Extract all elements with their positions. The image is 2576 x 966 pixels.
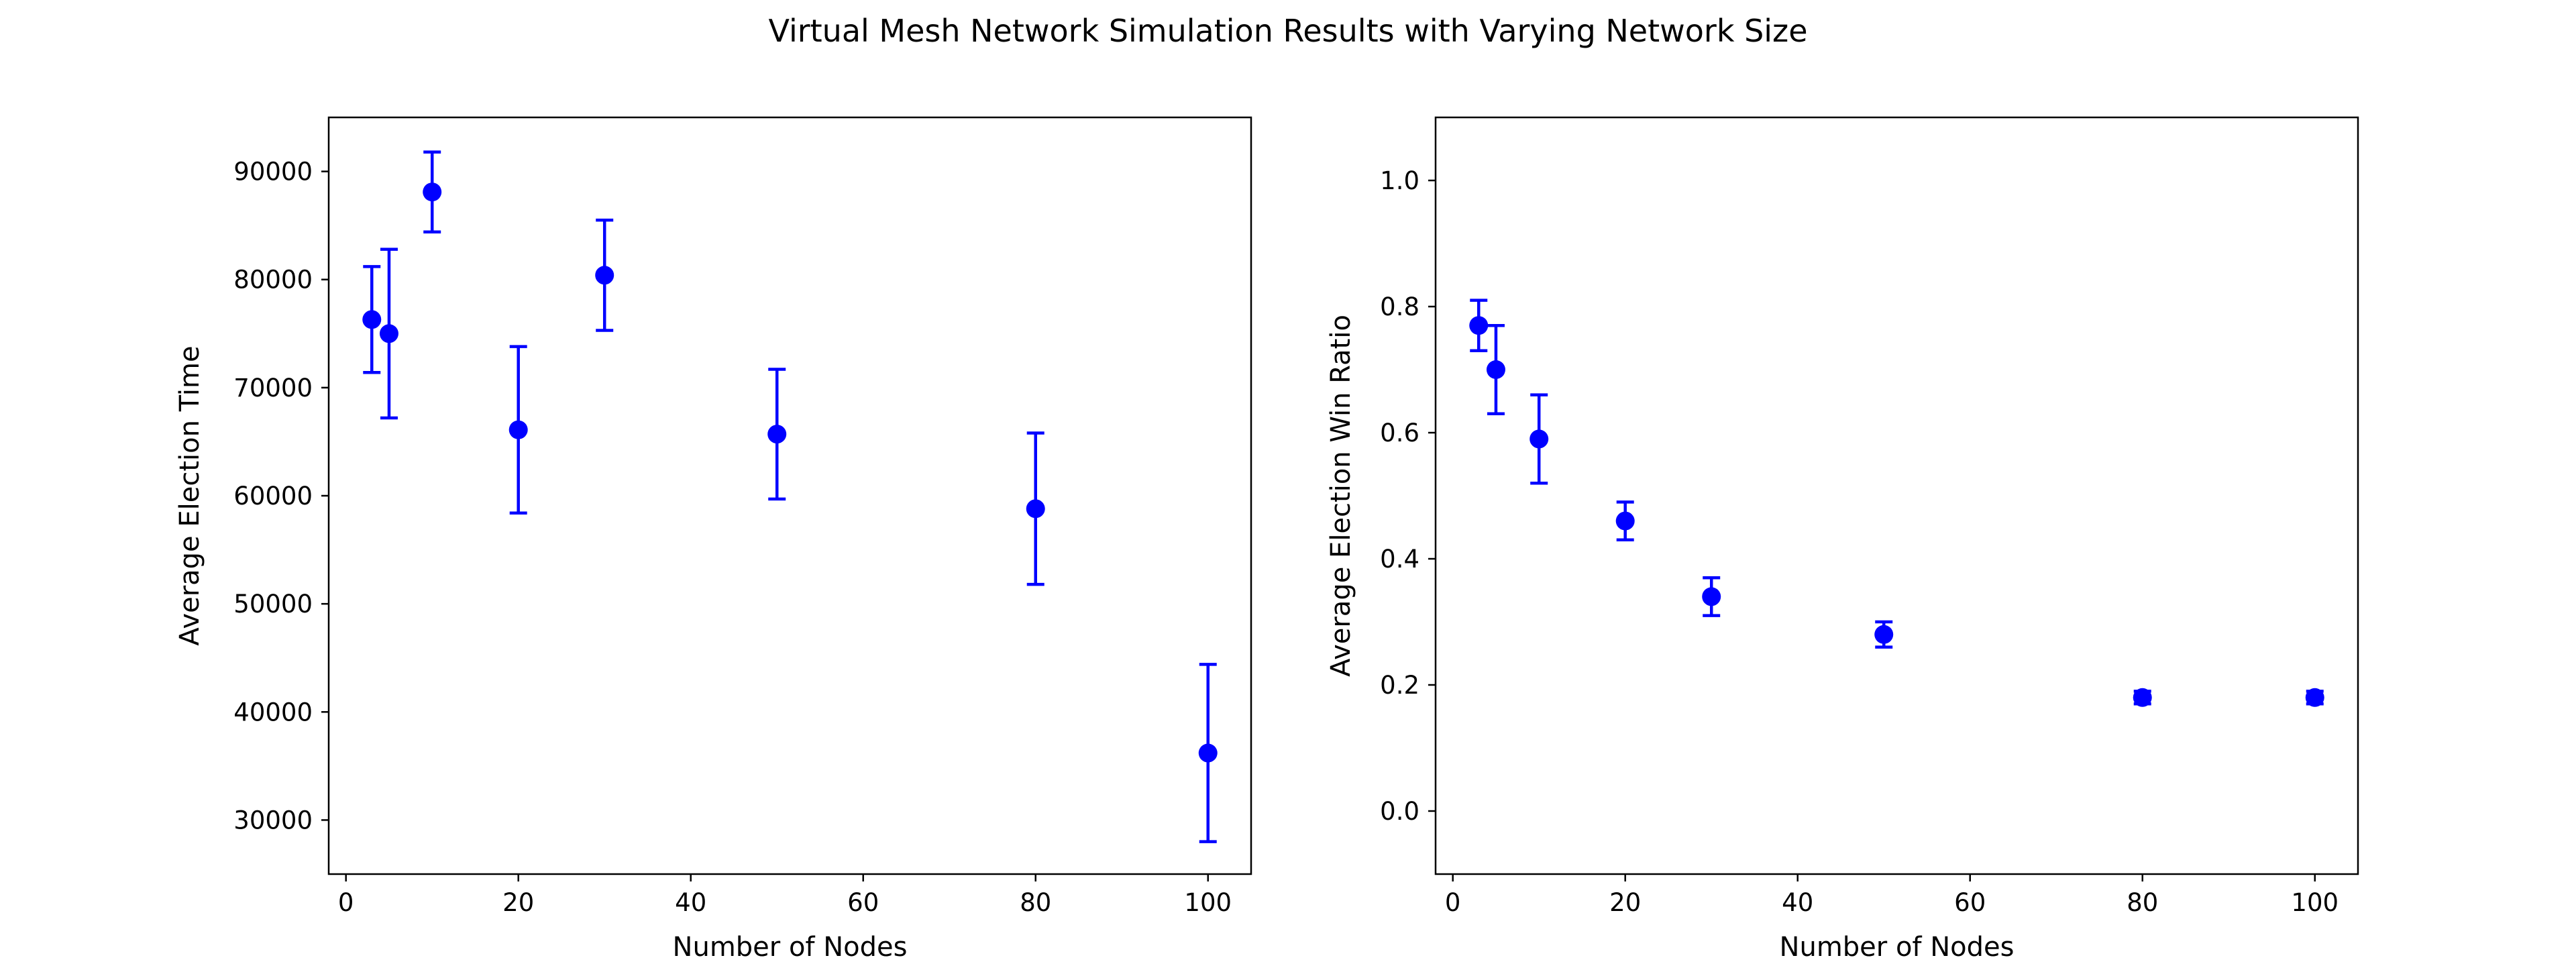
x-axis-label: Number of Nodes (1780, 932, 2015, 963)
x-tick-label: 100 (1184, 888, 1232, 917)
data-point (1469, 316, 1489, 335)
x-tick-label: 60 (847, 888, 879, 917)
y-tick-label: 40000 (233, 698, 313, 727)
y-tick-label: 0.2 (1380, 671, 1419, 700)
x-tick-label: 20 (1609, 888, 1641, 917)
plot-frame (327, 116, 1252, 875)
win-ratio-plot: 0 20 40 60 80 100 0.0 0.2 0.4 0.6 0.8 1.0 Number of … (1326, 116, 2359, 963)
x-tick-label: 40 (1782, 888, 1813, 917)
x-tick-label: 20 (502, 888, 534, 917)
x-tick-label: 100 (2291, 888, 2339, 917)
x-tick-label: 0 (338, 888, 354, 917)
y-axis-label: Average Election Win Ratio (1326, 315, 1356, 677)
y-tick-label: 90000 (233, 158, 313, 186)
data-point (423, 182, 442, 202)
y-axis-label: Average Election Time (174, 345, 205, 645)
data-point (767, 425, 787, 444)
x-tick-label: 0 (1445, 888, 1461, 917)
y-tick-label: 70000 (233, 374, 313, 402)
y-tick-label: 50000 (233, 590, 313, 619)
data-point (379, 324, 398, 343)
data-point (1486, 360, 1505, 379)
x-tick-label: 80 (1020, 888, 1051, 917)
data-point (1198, 743, 1218, 763)
data-point (1615, 511, 1635, 531)
data-point (508, 420, 528, 439)
y-tick-label: 0.0 (1380, 797, 1419, 826)
y-tick-label: 0.6 (1380, 419, 1419, 447)
data-point (1874, 625, 1894, 644)
data-point (1026, 499, 1045, 519)
y-tick-label: 0.8 (1380, 292, 1419, 321)
y-tick-label: 0.4 (1380, 545, 1419, 574)
data-point (2133, 688, 2152, 707)
y-tick-label: 30000 (233, 806, 313, 835)
figure-title: Virtual Mesh Network Simulation Results … (768, 13, 1807, 49)
y-tick-label: 1.0 (1380, 166, 1419, 195)
y-tick-label: 80000 (233, 266, 313, 294)
data-point (1529, 429, 1549, 449)
y-tick-label: 60000 (233, 482, 313, 511)
election-time-plot: 0 20 40 60 80 100 30000 40000 50000 60000 70000 800… (174, 116, 1252, 963)
x-tick-label: 40 (675, 888, 706, 917)
x-tick-label: 80 (2127, 888, 2158, 917)
x-tick-label: 60 (1954, 888, 1986, 917)
plot-frame (1434, 116, 2359, 875)
data-point (2305, 688, 2324, 707)
data-point (362, 310, 382, 329)
data-point (1702, 587, 1721, 606)
x-axis-label: Number of Nodes (673, 932, 908, 963)
data-point (595, 266, 614, 285)
